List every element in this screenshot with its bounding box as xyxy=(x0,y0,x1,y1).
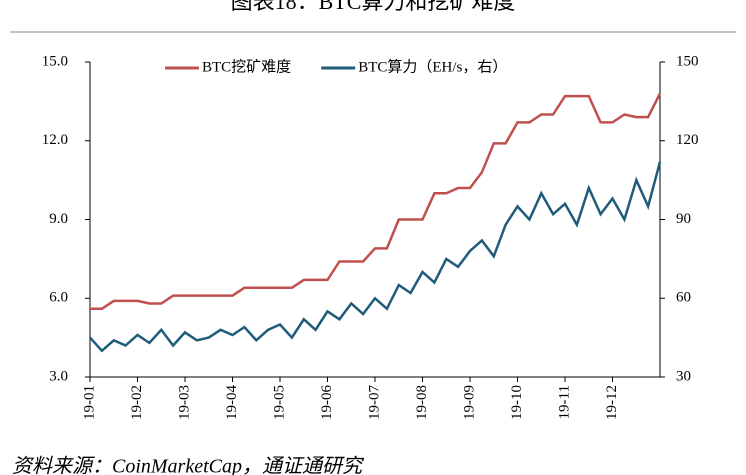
x-tick-label: 19-06 xyxy=(319,385,335,420)
y2-tick-label: 90 xyxy=(676,211,691,227)
legend-label: BTC挖矿难度 xyxy=(202,58,291,75)
series-line xyxy=(89,161,662,353)
series-line xyxy=(90,92,662,311)
x-tick-label: 19-02 xyxy=(129,385,145,420)
x-tick-label: 19-01 xyxy=(81,385,97,420)
y-tick-label: 3.0 xyxy=(49,368,68,384)
x-tick-label: 19-09 xyxy=(461,385,477,420)
x-tick-label: 19-04 xyxy=(224,385,240,420)
y2-tick-label: 60 xyxy=(676,290,691,306)
x-tick-label: 19-10 xyxy=(509,385,525,420)
y2-tick-label: 120 xyxy=(676,132,699,148)
source-note: 资料来源：CoinMarketCap，通证通研究 xyxy=(12,456,365,475)
y-tick-label: 15.0 xyxy=(42,53,68,69)
x-tick-label: 19-03 xyxy=(176,385,192,420)
legend-label: BTC算力（EH/s，右） xyxy=(358,57,507,75)
x-tick-label: 19-07 xyxy=(366,385,382,420)
x-tick-label: 19-12 xyxy=(604,385,620,420)
x-tick-label: 19-08 xyxy=(414,385,430,420)
x-tick-label: 19-11 xyxy=(556,385,572,419)
y-tick-label: 12.0 xyxy=(42,132,68,148)
y2-tick-label: 150 xyxy=(676,53,699,69)
y2-tick-label: 30 xyxy=(676,368,691,384)
y-tick-label: 6.0 xyxy=(49,290,68,306)
x-tick-label: 19-05 xyxy=(271,385,287,420)
chart-title: 图表18：BTC算力和挖矿难度 xyxy=(231,0,516,14)
y-tick-label: 9.0 xyxy=(49,211,68,227)
